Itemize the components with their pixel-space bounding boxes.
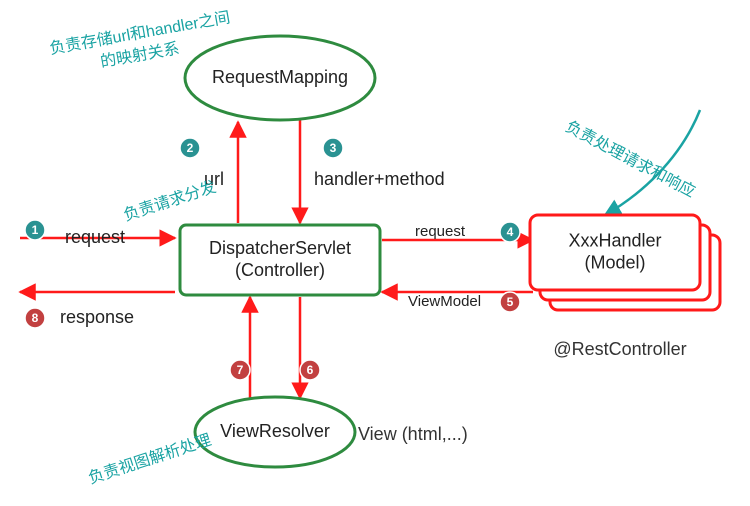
dispatcher-line-0: DispatcherServlet bbox=[209, 238, 351, 258]
edge-label-e4: request bbox=[415, 223, 466, 240]
handler-line-0: XxxHandler bbox=[568, 230, 661, 250]
badge-num-e8: 8 bbox=[32, 311, 39, 325]
badge-num-e4: 4 bbox=[507, 225, 514, 239]
edge-label-e8: response bbox=[60, 307, 134, 327]
edge-label-e3: handler+method bbox=[314, 169, 445, 189]
edge-label-e5: ViewModel bbox=[408, 293, 481, 310]
badge-num-e6: 6 bbox=[307, 363, 314, 377]
handler-line-1: (Model) bbox=[584, 252, 645, 272]
badge-num-e3: 3 bbox=[330, 141, 337, 155]
annotation-6: @RestController bbox=[553, 339, 686, 359]
edge-label-e1: request bbox=[65, 227, 125, 247]
annotation-5: View (html,...) bbox=[358, 424, 468, 444]
view-resolver-line-0: ViewResolver bbox=[220, 421, 330, 441]
badge-num-e7: 7 bbox=[237, 363, 244, 377]
request-mapping-line-0: RequestMapping bbox=[212, 67, 348, 87]
dispatcher-line-1: (Controller) bbox=[235, 260, 325, 280]
badge-num-e1: 1 bbox=[32, 223, 39, 237]
badge-num-e5: 5 bbox=[507, 295, 514, 309]
badge-num-e2: 2 bbox=[187, 141, 194, 155]
